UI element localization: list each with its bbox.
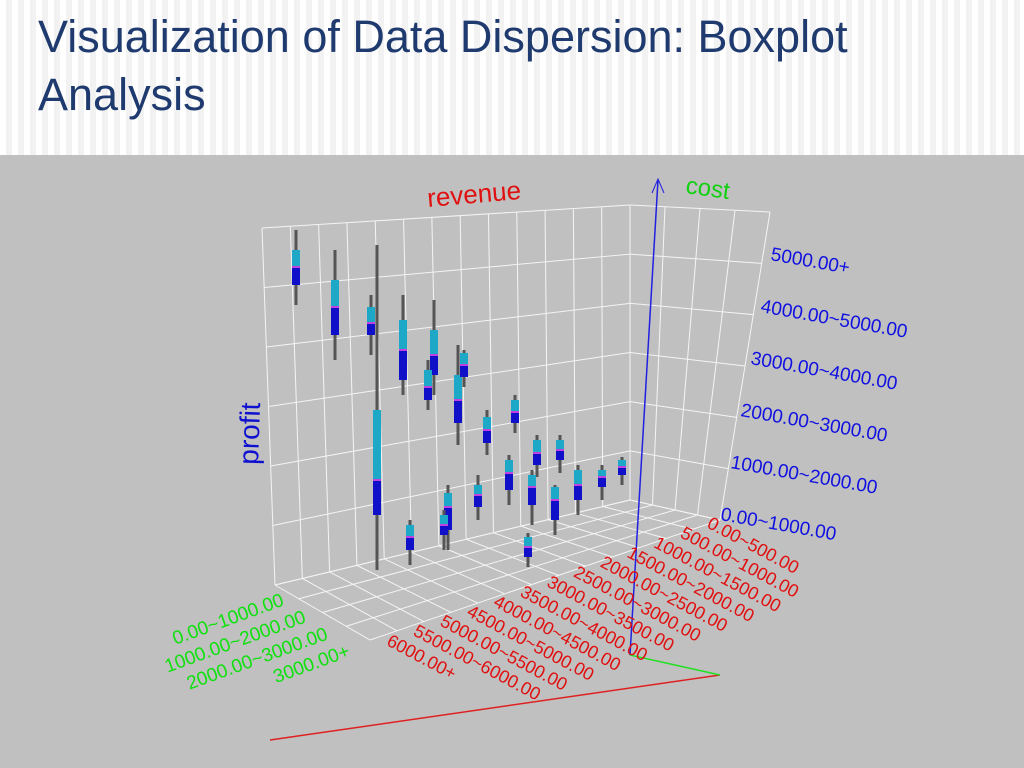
cost-axis — [629, 179, 659, 656]
grid-line — [629, 204, 771, 213]
box-upper — [533, 440, 541, 453]
grid-line — [268, 352, 631, 407]
grid-line — [629, 352, 746, 367]
grid-line — [322, 509, 676, 613]
z-axis-title: profit — [233, 402, 266, 466]
box-upper — [331, 280, 339, 307]
revenue-axis — [269, 674, 721, 741]
box-lower — [454, 400, 462, 423]
box-upper — [460, 353, 468, 365]
box-upper — [424, 370, 432, 387]
box-upper — [474, 485, 482, 495]
box-lower — [551, 500, 559, 520]
profit-axis — [629, 654, 721, 676]
grid-line — [298, 504, 653, 600]
grid-line — [272, 450, 631, 526]
box-upper — [367, 307, 375, 323]
boxplot-3d: revenue cost profit 5000.00+4000.00~5000… — [0, 155, 1024, 768]
box-upper — [483, 417, 491, 430]
box-lower — [533, 453, 541, 465]
box-upper — [551, 487, 559, 500]
grid-line — [346, 514, 698, 627]
box-lower — [292, 267, 300, 285]
grid-line — [629, 450, 729, 470]
box-upper — [440, 515, 448, 525]
grid — [261, 204, 771, 641]
box-upper — [292, 250, 300, 267]
y-axis-title: cost — [684, 172, 732, 205]
box-upper — [556, 440, 564, 450]
box-upper — [528, 475, 536, 487]
box-lower — [483, 430, 491, 443]
box-upper — [399, 320, 407, 350]
box-upper — [430, 330, 438, 355]
box-lower — [460, 365, 468, 377]
box-lower — [556, 450, 564, 460]
grid-line — [266, 302, 631, 348]
box-lower — [474, 495, 482, 507]
box-lower — [524, 547, 532, 557]
box-lower — [406, 537, 414, 550]
box-lower — [528, 487, 536, 505]
box-lower — [574, 485, 582, 500]
box-lower — [618, 467, 626, 475]
box-lower — [373, 480, 381, 515]
box-lower — [399, 350, 407, 380]
box-upper — [505, 460, 513, 473]
box-upper — [524, 537, 532, 547]
box-lower — [598, 477, 606, 487]
box-lower — [424, 387, 432, 400]
box-upper — [454, 375, 462, 400]
slide-title: Visualization of Data Dispersion: Boxplo… — [38, 11, 848, 120]
box-upper — [511, 400, 519, 412]
box-lower — [505, 473, 513, 490]
boxes — [292, 230, 626, 570]
grid-line — [274, 499, 631, 586]
box-upper — [406, 525, 414, 537]
box-lower — [430, 355, 438, 375]
box-lower — [440, 525, 448, 535]
grid-line — [369, 519, 721, 641]
grid-line — [261, 204, 631, 229]
box-upper — [574, 470, 582, 485]
grid-line — [270, 401, 631, 467]
box-lower — [331, 307, 339, 335]
box-upper — [598, 470, 606, 477]
box-upper — [618, 460, 626, 467]
box-lower — [367, 323, 375, 335]
grid-line — [629, 253, 762, 264]
grid-line — [264, 253, 631, 288]
axis-arrow — [651, 177, 665, 194]
box-upper — [444, 493, 452, 507]
box-lower — [511, 412, 519, 423]
box-upper — [373, 410, 381, 480]
grid-line — [629, 401, 737, 418]
